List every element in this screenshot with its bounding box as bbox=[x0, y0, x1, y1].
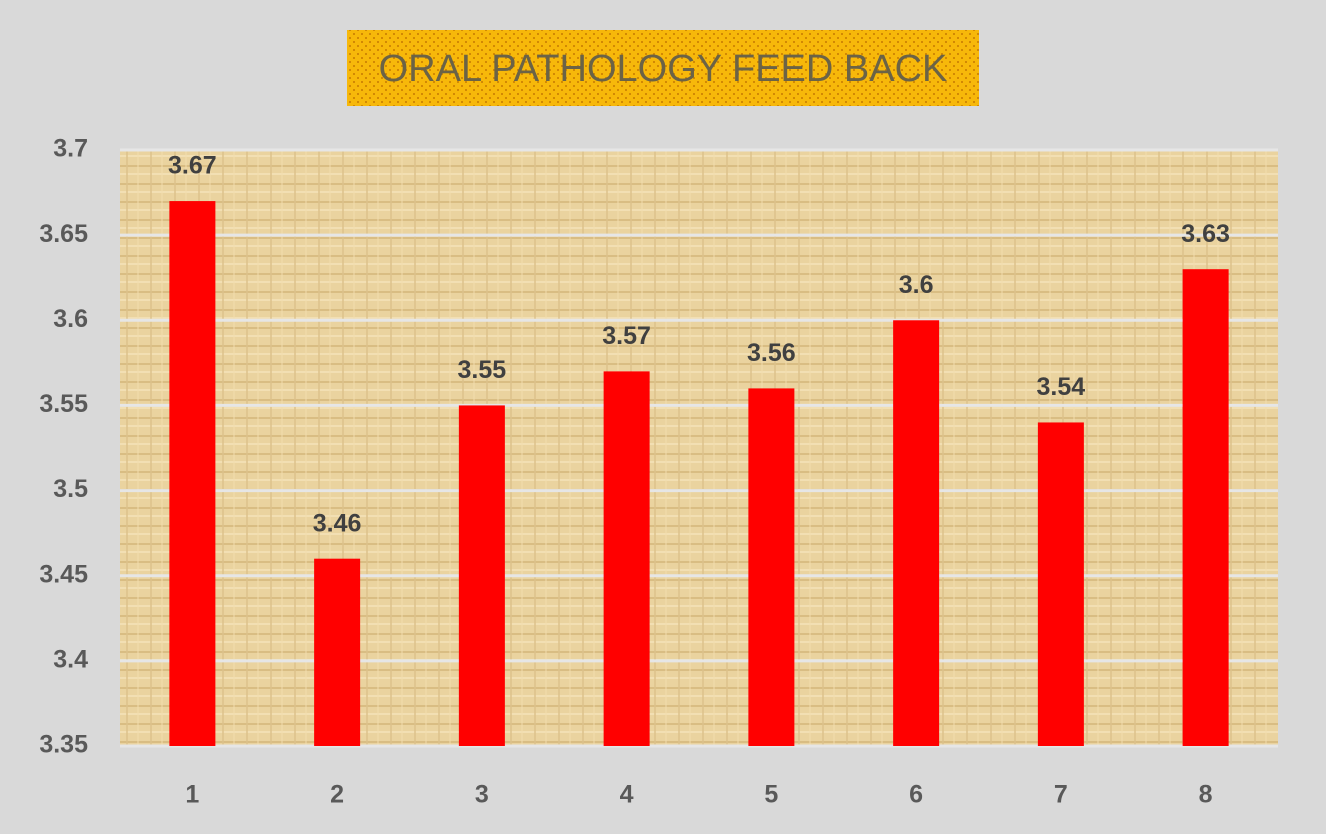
chart-title: ORAL PATHOLOGY FEED BACK bbox=[379, 48, 948, 90]
bar bbox=[1182, 269, 1229, 746]
data-label: 3.63 bbox=[1181, 220, 1230, 248]
y-tick-label: 3.4 bbox=[53, 645, 88, 673]
y-tick-label: 3.45 bbox=[39, 560, 88, 588]
x-tick-label: 3 bbox=[475, 781, 489, 809]
x-tick-label: 1 bbox=[185, 781, 199, 809]
bar bbox=[314, 558, 361, 746]
y-tick-label: 3.55 bbox=[39, 390, 88, 418]
x-tick-label: 5 bbox=[764, 781, 778, 809]
bar bbox=[603, 371, 650, 746]
y-tick-label: 3.7 bbox=[53, 135, 88, 163]
data-label: 3.54 bbox=[1037, 373, 1086, 401]
y-tick-label: 3.65 bbox=[39, 220, 88, 248]
plot-area bbox=[120, 150, 1278, 746]
y-tick-label: 3.5 bbox=[53, 475, 88, 503]
data-label: 3.57 bbox=[602, 322, 651, 350]
title-box bbox=[347, 30, 979, 106]
bar bbox=[169, 201, 216, 747]
y-tick-label: 3.6 bbox=[53, 305, 88, 333]
bar bbox=[748, 388, 795, 746]
data-label: 3.67 bbox=[168, 152, 217, 180]
data-label: 3.6 bbox=[899, 271, 934, 299]
bar bbox=[1037, 422, 1084, 746]
data-label: 3.56 bbox=[747, 339, 796, 367]
data-label: 3.46 bbox=[313, 509, 362, 537]
data-label: 3.55 bbox=[458, 356, 507, 384]
x-tick-label: 4 bbox=[620, 781, 634, 809]
y-tick-label: 3.35 bbox=[39, 731, 88, 759]
x-tick-label: 7 bbox=[1054, 781, 1068, 809]
bar bbox=[458, 405, 505, 746]
bar bbox=[893, 320, 940, 746]
x-tick-label: 2 bbox=[330, 781, 344, 809]
x-tick-label: 6 bbox=[909, 781, 923, 809]
x-tick-label: 8 bbox=[1199, 781, 1213, 809]
